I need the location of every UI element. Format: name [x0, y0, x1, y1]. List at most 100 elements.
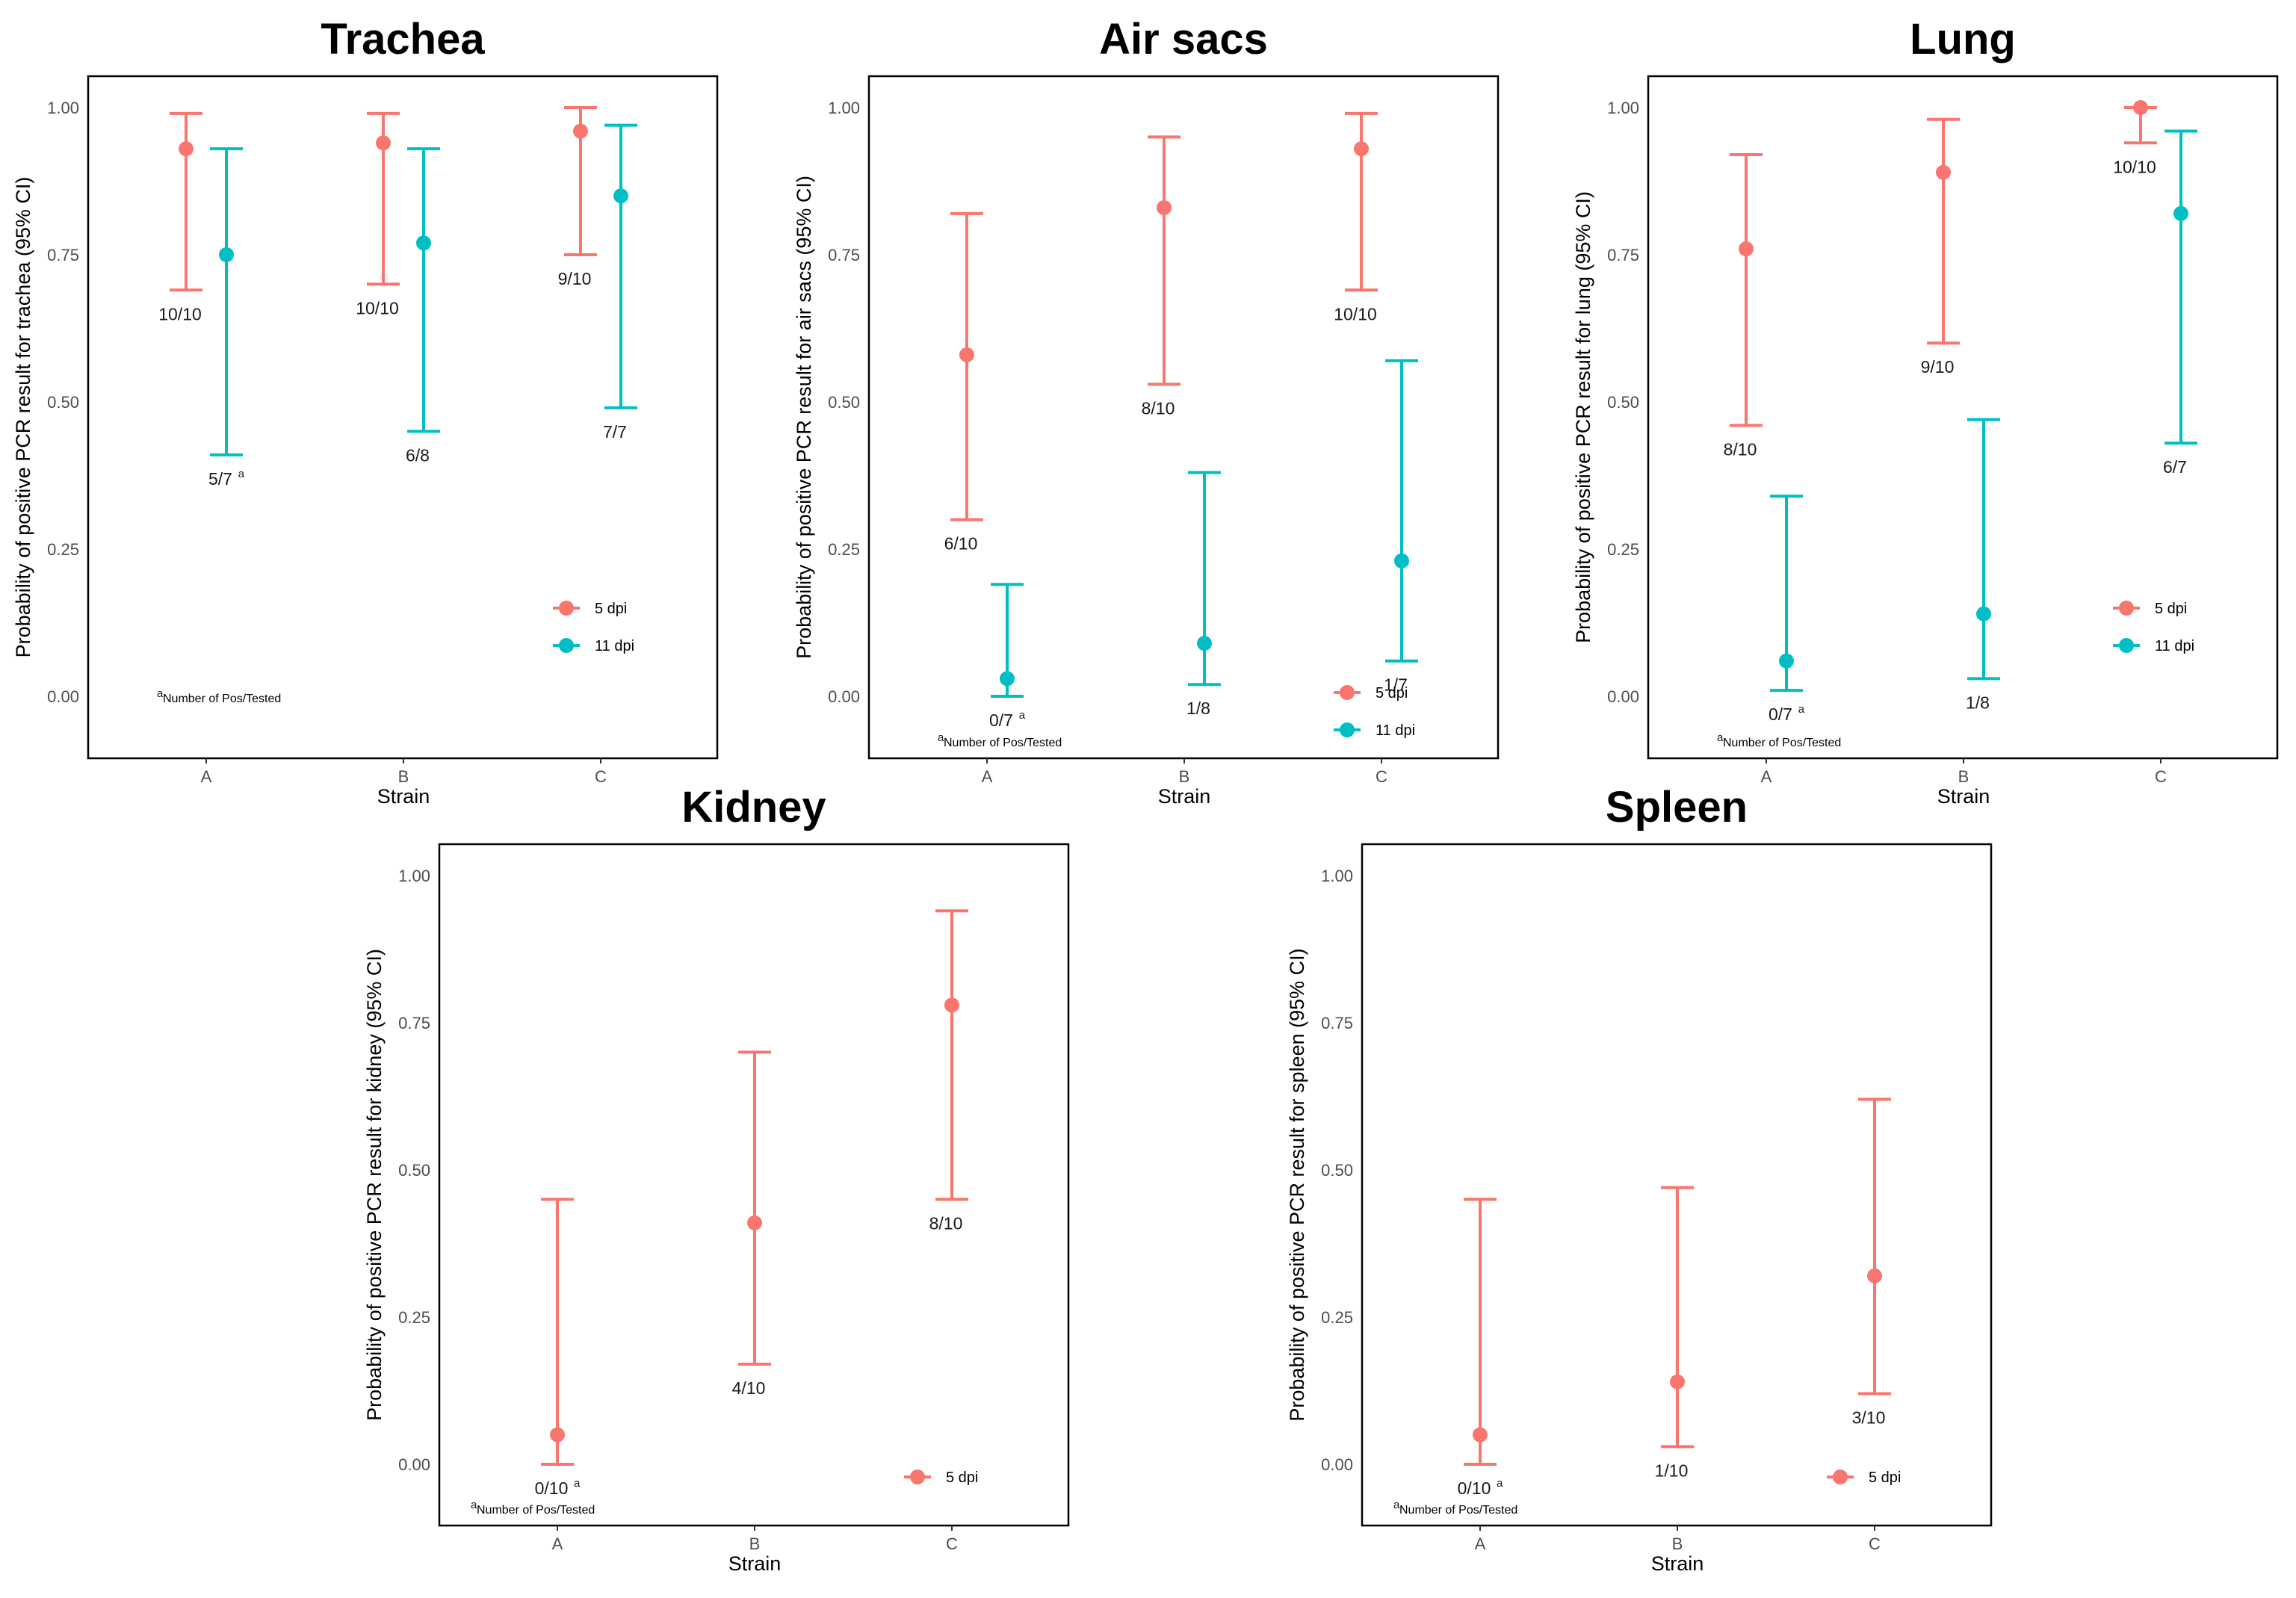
y-tick-label: 0.75	[828, 246, 860, 264]
count-label: 8/10	[929, 1213, 963, 1233]
chart-title: Spleen	[1606, 783, 1748, 831]
count-label: 1/10	[1655, 1461, 1689, 1480]
data-point	[1354, 141, 1369, 157]
count-label: 1/7	[1384, 675, 1408, 695]
data-point	[1394, 553, 1409, 569]
footnote: a Number of Pos/Tested	[157, 687, 281, 705]
data-point	[1867, 1268, 1882, 1283]
x-tick-label: B	[1958, 767, 1969, 786]
count-label: 6/7	[2163, 457, 2187, 477]
x-tick-label: C	[1376, 767, 1387, 786]
legend-label: 5 dpi	[946, 1470, 978, 1486]
legend: 5 dpi	[904, 1470, 978, 1486]
y-axis-label: Probability of positive PCR result for k…	[363, 949, 386, 1421]
data-point	[1779, 653, 1794, 669]
count-label: 5/7	[208, 469, 232, 489]
series-5-dpi: 0/10 a 1/10 3/10	[1458, 1097, 1891, 1498]
data-point	[1976, 606, 1991, 622]
legend-key-point	[559, 601, 574, 616]
y-tick-label: 0.25	[398, 1308, 430, 1327]
footnote-mark: a	[1019, 709, 1026, 722]
footnote-text: Number of Pos/Tested	[1399, 1504, 1517, 1517]
data-point	[1473, 1427, 1488, 1443]
chart-title: Lung	[1910, 15, 2016, 64]
series-11-dpi: 5/7 a 6/8 7/7	[208, 123, 637, 489]
chart-panel-trachea: Trachea 0.00 0.25 0.50 0.75 1.00 Probability o…	[12, 15, 719, 808]
x-tick-label: C	[1869, 1534, 1881, 1553]
x-tick-label: C	[2155, 767, 2167, 786]
y-axis-label: Probability of positive PCR result for t…	[12, 177, 34, 658]
legend-label: 5 dpi	[595, 601, 627, 617]
chart-title: Air sacs	[1099, 15, 1268, 64]
y-tick-label: 0.25	[1607, 540, 1639, 559]
x-axis-label: Strain	[728, 1552, 782, 1575]
y-tick-label: 1.00	[1607, 99, 1639, 117]
data-point	[179, 141, 194, 157]
x-tick-label: A	[1761, 767, 1772, 786]
count-label: 10/10	[356, 298, 399, 318]
footnote-mark: a	[938, 731, 944, 744]
data-point	[1157, 199, 1172, 215]
footnote-text: Number of Pos/Tested	[1723, 737, 1841, 749]
y-tick-label: 0.75	[398, 1014, 430, 1032]
footnote-mark: a	[238, 468, 245, 480]
legend-label: 11 dpi	[2155, 638, 2194, 654]
legend: 5 dpi 11 dpi	[553, 601, 634, 654]
y-tick-label: 1.00	[398, 867, 430, 885]
footnote-mark: a	[157, 687, 164, 700]
y-axis-label: Probability of positive PCR result for l…	[1572, 191, 1594, 643]
series-11-dpi: 0/7 a 1/8 1/7	[989, 359, 1418, 730]
x-axis-label: Strain	[1937, 785, 1990, 808]
footnote-text: Number of Pos/Tested	[944, 737, 1062, 749]
count-label: 7/7	[603, 422, 627, 442]
legend-key-point	[1833, 1470, 1848, 1484]
legend-label: 11 dpi	[1376, 722, 1415, 739]
y-tick-label: 1.00	[828, 99, 860, 117]
legend: 5 dpi 11 dpi	[1334, 685, 1415, 739]
y-tick-label: 0.75	[1321, 1014, 1353, 1032]
y-tick-label: 0.25	[1321, 1308, 1353, 1327]
data-point	[1000, 671, 1015, 687]
x-axis-label: Strain	[1158, 785, 1211, 808]
x-tick-label: C	[946, 1534, 958, 1553]
footnote-mark: a	[1717, 731, 1724, 744]
data-point	[573, 123, 588, 139]
footnote: a Number of Pos/Tested	[1717, 731, 1841, 749]
y-tick-label: 0.25	[47, 540, 79, 559]
footnote-text: Number of Pos/Tested	[477, 1504, 595, 1517]
x-tick-label: B	[1672, 1534, 1683, 1553]
x-axis-label: Strain	[1651, 1552, 1704, 1575]
count-label: 0/7	[1769, 704, 1792, 724]
y-tick-label: 0.75	[1607, 246, 1639, 264]
chart-title: Kidney	[681, 783, 826, 831]
y-tick-label: 0.50	[398, 1161, 430, 1180]
y-tick-label: 0.50	[828, 393, 860, 412]
legend-key-point	[1340, 722, 1355, 737]
count-label: 9/10	[558, 269, 592, 288]
data-point	[2173, 205, 2188, 221]
legend-key-point	[1340, 685, 1355, 700]
count-label: 0/10	[1458, 1478, 1491, 1498]
data-point	[1936, 164, 1951, 180]
legend-key-point	[2119, 601, 2134, 616]
footnote: a Number of Pos/Tested	[1393, 1499, 1517, 1517]
series-5-dpi: 0/10 a 4/10 8/10	[535, 909, 968, 1498]
count-label: 0/10	[535, 1478, 569, 1498]
plot-frame	[87, 75, 719, 760]
y-axis-label: Probability of positive PCR result for a…	[793, 176, 815, 659]
data-point	[416, 235, 431, 251]
count-label: 8/10	[1142, 398, 1175, 418]
y-tick-label: 0.75	[47, 246, 79, 264]
data-point	[1670, 1374, 1685, 1390]
chart-panel-air-sacs: Air sacs 0.00 0.25 0.50 0.75 1.00 Probability …	[793, 15, 1500, 808]
data-point	[747, 1215, 762, 1230]
y-tick-label: 1.00	[47, 99, 79, 117]
count-label: 8/10	[1724, 440, 1757, 459]
data-point	[376, 135, 391, 151]
footnote-mark: a	[471, 1499, 477, 1511]
x-tick-label: B	[749, 1534, 761, 1553]
footnote-mark: a	[1798, 703, 1805, 716]
x-axis-label: Strain	[377, 785, 430, 808]
x-tick-label: B	[398, 767, 409, 786]
y-tick-label: 0.00	[398, 1455, 430, 1474]
